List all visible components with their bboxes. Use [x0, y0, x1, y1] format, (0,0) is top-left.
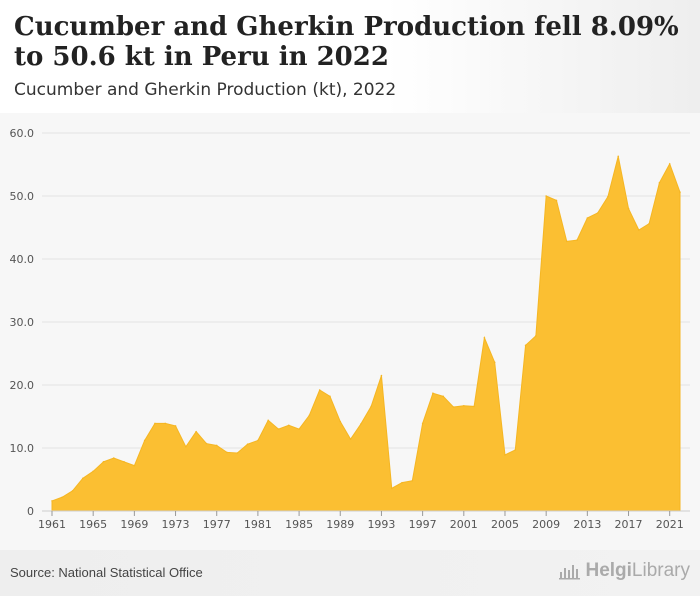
data-point	[154, 422, 156, 425]
x-tick-label: 2017	[615, 518, 643, 531]
x-tick-label: 2021	[656, 518, 684, 531]
data-point	[71, 490, 74, 492]
x-tick-label: 1993	[367, 518, 395, 531]
data-point	[277, 428, 280, 430]
brand-name: HelgiLibrary	[585, 560, 690, 581]
data-point	[627, 207, 630, 210]
x-tick-label: 1965	[79, 518, 107, 531]
data-point	[401, 481, 403, 484]
x-tick-label: 2001	[450, 518, 478, 531]
x-tick-label: 2013	[573, 518, 601, 531]
data-point	[287, 424, 290, 427]
data-point	[329, 395, 331, 398]
data-point	[185, 445, 187, 448]
data-point	[473, 405, 475, 408]
y-tick-label: 20.0	[10, 379, 35, 392]
data-point	[92, 470, 94, 473]
x-tick-label: 1961	[38, 518, 66, 531]
data-point	[432, 392, 434, 394]
data-point	[586, 217, 589, 219]
data-point	[318, 389, 321, 391]
data-point	[123, 461, 125, 463]
brand-logo[interactable]: HelgiLibrary	[559, 560, 690, 582]
y-tick-label: 10.0	[10, 442, 35, 455]
data-point	[82, 477, 84, 480]
data-point	[308, 414, 311, 417]
data-point	[298, 428, 300, 430]
data-point	[390, 487, 393, 490]
page-title: Cucumber and Gherkin Production fell 8.0…	[14, 12, 679, 72]
data-point	[421, 422, 424, 425]
data-point	[679, 191, 681, 194]
data-point	[360, 423, 362, 425]
data-point	[658, 181, 661, 184]
x-tick-label: 2005	[491, 518, 519, 531]
data-point	[607, 195, 609, 198]
x-tick-label: 1997	[409, 518, 437, 531]
chart-area: 0 10.0 20.0 30.0 40.0 50.0 60.0 1961 1965 1969 197…	[0, 113, 700, 550]
x-tick-label: 1973	[162, 518, 190, 531]
data-point	[596, 212, 599, 214]
y-tick-label: 50.0	[10, 190, 35, 203]
data-point	[61, 496, 64, 498]
x-tick-label: 1969	[120, 518, 148, 531]
area-series	[51, 156, 681, 512]
data-point	[565, 240, 568, 243]
data-point	[133, 464, 136, 467]
data-point	[452, 406, 455, 408]
data-point	[576, 239, 578, 241]
data-point	[339, 420, 342, 423]
y-tick-label: 0	[27, 505, 34, 518]
data-point	[380, 374, 383, 377]
data-point	[617, 155, 620, 158]
y-tick-label: 40.0	[10, 253, 35, 266]
data-point	[514, 449, 517, 451]
data-point	[668, 163, 671, 165]
data-point	[535, 335, 537, 337]
data-point	[102, 461, 105, 463]
data-point	[174, 425, 177, 427]
data-point	[555, 199, 558, 202]
x-tick-label: 1977	[203, 518, 231, 531]
source-note: Source: National Statistical Office	[10, 565, 203, 580]
data-point	[267, 419, 269, 422]
data-point	[226, 451, 228, 454]
data-point	[205, 442, 208, 445]
area-chart: 0 10.0 20.0 30.0 40.0 50.0 60.0 1961 1965 1969 197…	[10, 127, 690, 531]
x-tick-label: 1981	[244, 518, 272, 531]
data-point	[463, 404, 465, 407]
y-tick-label: 30.0	[10, 316, 35, 329]
data-point	[504, 454, 506, 456]
data-point	[215, 444, 218, 447]
data-point	[442, 395, 445, 398]
x-tick-label: 1989	[326, 518, 354, 531]
data-point	[112, 457, 115, 459]
data-point	[246, 443, 249, 446]
data-point	[51, 500, 53, 502]
data-point	[236, 452, 239, 454]
header: Cucumber and Gherkin Production fell 8.0…	[0, 0, 700, 113]
y-tick-label: 60.0	[10, 127, 35, 140]
data-point	[370, 405, 372, 408]
data-point	[195, 430, 197, 433]
data-point	[164, 422, 167, 425]
data-point	[493, 361, 496, 364]
x-tick-label: 1985	[285, 518, 313, 531]
data-point	[545, 195, 547, 197]
data-point	[648, 222, 650, 225]
x-tick-label: 2009	[532, 518, 560, 531]
data-point	[411, 479, 414, 482]
data-point	[143, 439, 146, 442]
data-point	[638, 229, 640, 231]
footer: Source: National Statistical Office Helg…	[0, 550, 700, 596]
data-point	[257, 439, 259, 442]
data-point	[524, 344, 527, 347]
data-point	[349, 438, 352, 440]
page-subtitle: Cucumber and Gherkin Production (kt), 20…	[14, 80, 397, 100]
data-point	[483, 336, 486, 339]
chart-icon	[559, 565, 581, 580]
